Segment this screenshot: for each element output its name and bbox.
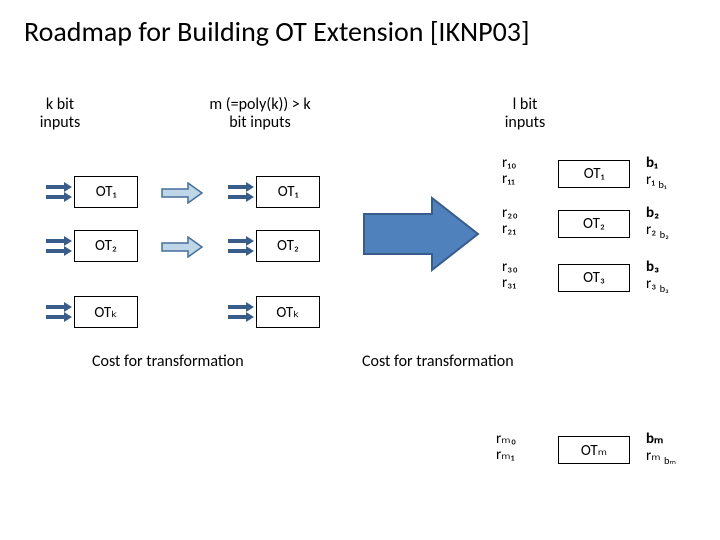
input-arrows [228,236,254,256]
input-arrows [228,182,254,202]
transform-arrow [160,182,204,204]
big-transform-arrow [362,196,480,272]
ot-box-right-m: OTₘ [558,436,630,464]
cost-label-right: Cost for transformation [362,352,514,371]
r-pair-2: r₂₀r₂₁ [502,206,518,238]
label-l-bit: l bit inputs [490,96,560,133]
input-arrows [228,302,254,322]
ot-box-right-1: OT₁ [558,160,630,188]
page-title: Roadmap for Building OT Extension [IKNP0… [24,14,530,49]
cost-label-left: Cost for transformation [92,352,244,371]
r-pair-m: rₘ₀rₘ₁ [496,432,516,464]
b-pair-3: b₃ r₃ b₃ [646,259,669,294]
ot-box-mid-2: OT₂ [256,230,320,262]
input-arrows [46,302,72,322]
input-arrows [46,236,72,256]
ot-box-right-2: OT₂ [558,210,630,238]
transform-arrow [160,236,204,258]
ot-box-right-3: OT₃ [558,264,630,292]
ot-box-left-2: OT₂ [74,230,138,262]
b-pair-m: bₘ rₘ bₘ [646,431,676,466]
ot-box-left-k: OTₖ [74,296,138,328]
label-k-bit: k bit inputs [30,96,90,133]
r-pair-1: r₁₀r₁₁ [502,156,517,188]
input-arrows [46,182,72,202]
ot-box-mid-k: OTₖ [256,296,320,328]
r-pair-3: r₃₀r₃₁ [502,260,518,292]
b-pair-2: b₂ r₂ b₂ [646,205,669,240]
ot-box-mid-1: OT₁ [256,176,320,208]
ot-box-left-1: OT₁ [74,176,138,208]
label-m-bit: m (=poly(k)) > k bit inputs [190,96,330,133]
b-pair-1: b₁ r₁ b₁ [646,155,666,190]
